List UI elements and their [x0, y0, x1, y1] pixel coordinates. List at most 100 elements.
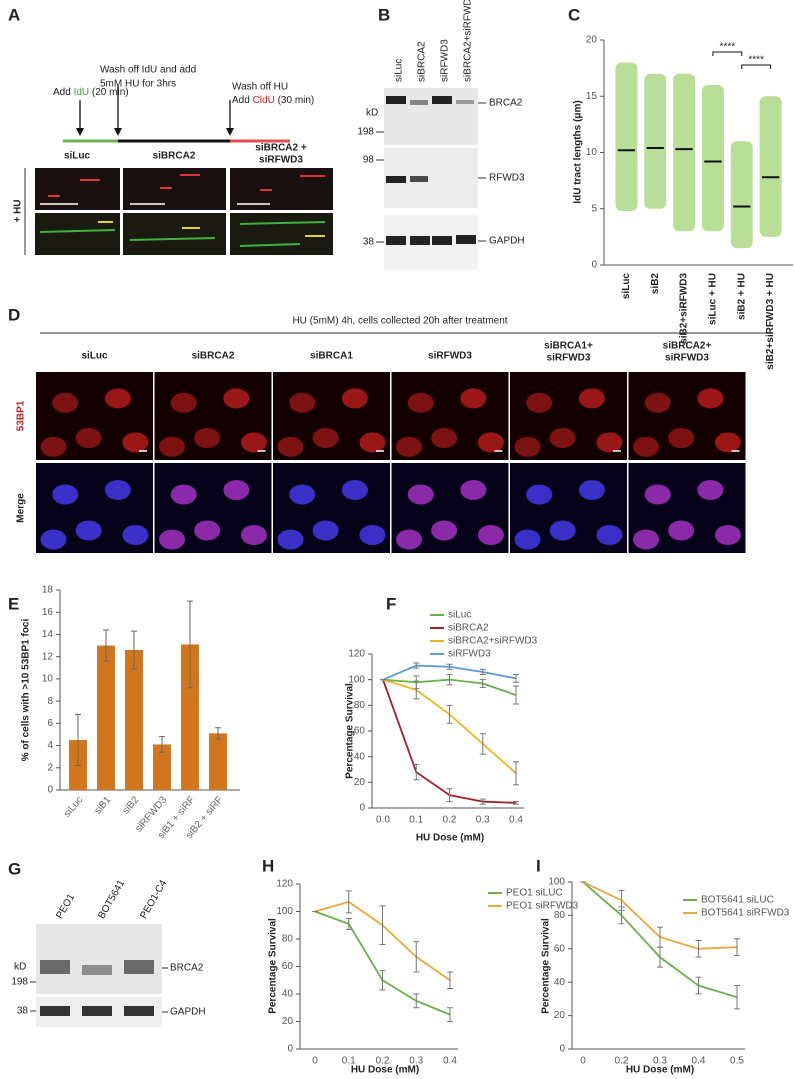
- data-spread: [644, 73, 667, 209]
- error-bar: [695, 939, 702, 958]
- nucleus: [341, 480, 368, 500]
- y-tick-label: 0: [359, 803, 365, 814]
- y-tick-label: 20: [586, 35, 598, 46]
- nucleus: [194, 520, 221, 541]
- nucleus: [159, 436, 186, 457]
- kd-label: kD: [366, 108, 378, 119]
- y-axis-label: % of cells with >10 53BP1 foci: [21, 619, 32, 762]
- x-tick-label: 0.1: [409, 815, 423, 826]
- legend-label: PEO1 siLUC: [506, 888, 563, 899]
- y-tick-label: 100: [348, 674, 365, 685]
- nucleus: [396, 529, 423, 550]
- nucleus: [122, 432, 149, 453]
- marker-label: 98: [363, 155, 375, 166]
- nucleus: [396, 436, 423, 457]
- nucleus: [407, 484, 434, 505]
- bar: [125, 650, 143, 790]
- nucleus: [170, 484, 197, 505]
- error-bar: [413, 993, 420, 1009]
- x-tick-label: 0.1: [342, 1056, 356, 1067]
- nucleus: [460, 480, 487, 500]
- y-tick-label: 40: [282, 989, 294, 1000]
- legend-label: siBRCA2: [448, 623, 489, 634]
- y-tick-label: 20: [554, 1010, 566, 1021]
- nucleus: [75, 520, 102, 541]
- y-tick-label: 15: [586, 91, 598, 102]
- legend-label: siBRCA2+siRFWD3: [448, 636, 538, 647]
- step-text: (30 min): [275, 95, 314, 106]
- x-tick-label: 0.2: [376, 1056, 390, 1067]
- fiber-images: [35, 168, 333, 255]
- legend-label: BOT5641 siLUC: [701, 895, 774, 906]
- x-tick-label: 0.4: [509, 815, 523, 826]
- nucleus: [104, 388, 131, 409]
- nucleus: [596, 432, 623, 453]
- nucleus: [359, 525, 386, 545]
- nucleus: [714, 432, 741, 453]
- panel-label: C: [568, 5, 580, 24]
- y-tick-label: 80: [282, 934, 294, 945]
- marker-label: 198: [357, 127, 374, 138]
- x-axis-label: HU Dose (mM): [626, 1065, 694, 1076]
- x-tick-label: siLuc + HU: [708, 273, 719, 325]
- data-spread: [615, 62, 638, 211]
- x-tick-label: 0: [580, 1056, 586, 1067]
- error-bar: [447, 971, 453, 989]
- y-tick-label: 12: [42, 651, 54, 662]
- lane-label: PEO1-C4: [138, 878, 169, 921]
- error-bar: [513, 674, 519, 683]
- column-label: siRFWD3: [665, 353, 709, 364]
- error-bar: [379, 905, 386, 945]
- panel-title: HU (5mM) 4h, cells collected 20h after t…: [292, 316, 507, 327]
- step-text: Add CldU (30 min): [232, 95, 314, 106]
- x-axis-label: HU Dose (mM): [416, 833, 484, 844]
- nucleus: [194, 428, 221, 448]
- data-spread: [759, 96, 782, 237]
- x-tick-label: 0: [312, 1056, 318, 1067]
- step-text: Wash off HU: [232, 82, 288, 93]
- x-tick-label: 0.2: [443, 815, 457, 826]
- x-tick-label: 0.3: [476, 815, 490, 826]
- step-text: CldU: [253, 95, 275, 106]
- x-tick-label: 0.4: [443, 1056, 457, 1067]
- data-spread: [730, 141, 753, 249]
- column-label: siRFWD3: [547, 353, 591, 364]
- error-bar: [657, 926, 663, 948]
- data-spread: [673, 73, 696, 232]
- error-bar: [413, 662, 420, 669]
- marker-label: 38: [363, 237, 375, 248]
- row-label: Merge: [16, 493, 27, 523]
- nucleus: [477, 525, 504, 545]
- y-tick-label: 60: [282, 961, 294, 972]
- nucleus: [578, 480, 605, 500]
- nucleus: [104, 480, 131, 500]
- marker-label: 38: [17, 1006, 29, 1017]
- error-bar: [446, 663, 453, 670]
- x-tick-label: siB2: [650, 273, 661, 295]
- error-bar: [513, 685, 519, 705]
- x-tick-label: 0.4: [692, 1056, 706, 1067]
- condition-label: siLuc: [64, 151, 91, 162]
- error-bar: [159, 736, 165, 753]
- lane-label: BOT5641: [96, 878, 127, 921]
- nucleus: [477, 432, 504, 453]
- x-tick-label: siB2: [120, 794, 141, 816]
- step-text: 5mM HU for 3hrs: [100, 79, 176, 90]
- x-tick-label: 0.3: [409, 1056, 423, 1067]
- step-text: (20 min): [89, 87, 128, 98]
- marker-label: 198: [11, 977, 28, 988]
- y-tick-label: 40: [354, 751, 366, 762]
- nucleus: [312, 520, 339, 541]
- y-tick-label: 14: [42, 629, 54, 640]
- nucleus: [668, 428, 695, 448]
- step-text: Add: [53, 87, 74, 98]
- y-tick-label: 10: [586, 147, 598, 158]
- y-tick-label: 2: [47, 762, 53, 773]
- nucleus: [122, 525, 149, 545]
- y-tick-label: 100: [548, 877, 565, 888]
- lane-label: siBRCA2+siRFWD3: [463, 0, 474, 82]
- nucleus: [549, 428, 576, 448]
- nucleus: [549, 520, 576, 541]
- nucleus: [289, 392, 316, 413]
- y-tick-label: 0: [47, 785, 53, 796]
